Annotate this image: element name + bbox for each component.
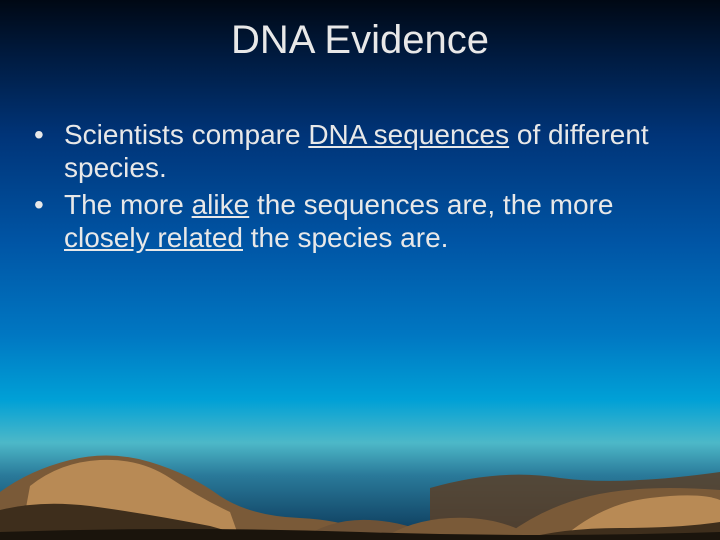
text-run: the sequences are, the more (249, 189, 613, 220)
text-run: Scientists compare (64, 119, 308, 150)
underlined-text: DNA sequences (308, 119, 509, 150)
text-run: the species are. (243, 222, 448, 253)
bullet-marker: • (30, 188, 64, 254)
bullet-item: • The more alike the sequences are, the … (30, 188, 680, 254)
terrain-graphic (0, 400, 720, 540)
slide-title: DNA Evidence (0, 18, 720, 63)
bullet-text: The more alike the sequences are, the mo… (64, 188, 680, 254)
underlined-text: alike (192, 189, 250, 220)
slide-body: • Scientists compare DNA sequences of di… (30, 118, 680, 258)
text-run: The more (64, 189, 192, 220)
bullet-item: • Scientists compare DNA sequences of di… (30, 118, 680, 184)
bullet-marker: • (30, 118, 64, 184)
underlined-text: closely related (64, 222, 243, 253)
slide: DNA Evidence • Scientists compare DNA se… (0, 0, 720, 540)
bullet-text: Scientists compare DNA sequences of diff… (64, 118, 680, 184)
